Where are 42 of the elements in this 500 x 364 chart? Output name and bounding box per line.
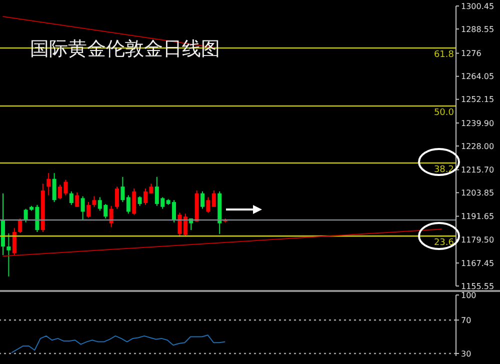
candlestick [12,228,16,256]
candlestick [206,196,210,214]
annotation: 50.0 [434,108,454,119]
candlestick [115,186,119,210]
annotation: 61.8 [434,50,454,62]
candlestick [86,202,90,218]
y-tick-label: 1215.70 [461,166,494,175]
candlestick [138,196,142,206]
y-tick-label: 1179.50 [461,236,494,245]
candlestick [212,190,216,208]
y-tick-label: 1300.45 [461,2,494,11]
y-tick-label: 1167.45 [461,258,494,268]
candlestick [178,212,182,238]
candlestick [69,190,74,206]
candlestick [132,188,136,216]
y-tick-label: 1155.55 [461,282,494,291]
line-series [11,334,226,354]
candlestick [6,232,11,277]
candlestick [80,196,85,221]
y-tick-label: 1191.65 [461,212,494,222]
y-tick-label: 1264.05 [461,72,494,82]
candlestick [126,194,130,214]
candlestick [18,218,22,234]
candlestick [52,172,56,203]
y-tick-label: 30 [461,349,472,358]
y-tick-label: 1276 [461,49,482,58]
candlestick [109,205,114,228]
annotation: 38.2 [434,165,454,176]
y-tick-label: 1252.15 [461,95,494,104]
y-tick-label: 1228.00 [461,142,494,151]
y-tick-label: 1288.55 [461,24,494,34]
y-tick-label: 1239.90 [461,118,494,128]
y-tick-label: 100 [461,290,476,300]
candlestick [120,176,125,203]
annotation: 23.6 [434,238,454,250]
candlestick [92,196,96,208]
candlestick [46,172,51,196]
y-tick-label: 70 [461,316,472,325]
candlestick [75,192,80,208]
candlestick [200,190,204,210]
y-tick-label: 1203.85 [461,188,494,198]
candlestick [183,213,188,236]
